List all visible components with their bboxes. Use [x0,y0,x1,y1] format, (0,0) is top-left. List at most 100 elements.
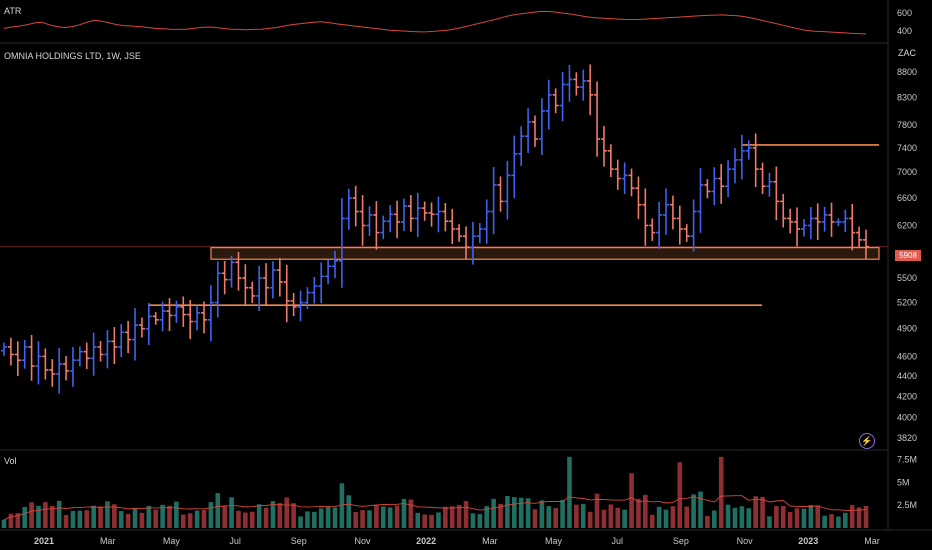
time-tick-label: Jul [229,536,241,546]
currency-label: ZAC [898,48,916,58]
ohlc-bar [28,334,35,381]
ohlc-bar [856,226,863,247]
volume-bar [746,508,752,528]
ohlc-bar [787,208,794,234]
price-tick-label: 7400 [897,143,917,153]
volume-bar [849,505,855,528]
volume-bar [470,513,476,528]
volume-bar [374,504,379,528]
ohlc-bar [456,224,463,242]
volume-bar [312,511,317,528]
ohlc-bar [228,255,235,288]
volume-bar [112,504,117,528]
ohlc-bar [828,202,835,237]
ohlc-bar [435,196,442,233]
ohlc-bar [800,218,807,237]
ohlc-bar [663,188,670,235]
volume-bar [767,516,772,528]
volume-bar [77,510,83,528]
volume-bar [449,506,455,528]
ohlc-bar [380,215,387,240]
ohlc-bar [221,260,228,295]
volume-bar [663,509,669,528]
ohlc-bar [476,223,483,244]
ohlc-bar [242,264,249,305]
volume-bar [298,516,303,528]
volume-bar [580,503,586,528]
volume-bar [574,504,579,528]
ohlc-bar [545,79,552,130]
volume-bar [656,506,662,528]
volume-bar [118,511,124,528]
price-tick-label: 4600 [897,351,917,361]
ohlc-bar [304,287,311,309]
atr-indicator-label[interactable]: ATR [4,6,22,16]
ohlc-bar [263,263,270,306]
volume-bar [229,497,234,528]
ohlc-bar [214,261,221,318]
volume-bar [339,483,345,528]
ohlc-bar [152,312,159,325]
volume-bar [429,514,434,528]
price-tick-label: 4000 [897,413,917,423]
ohlc-bar [325,259,332,285]
ohlc-bar [656,201,663,249]
lightning-icon[interactable]: ⚡ [859,433,875,449]
ohlc-bar [483,199,490,244]
volume-bar [505,495,510,528]
volume-bar [787,512,793,528]
ohlc-bar [676,205,683,245]
ohlc-bar [794,207,801,247]
ohlc-bar [159,301,166,332]
volume-bar [270,501,276,528]
volume-bar [780,505,786,528]
volume-bar [160,504,165,528]
volume-bar [63,515,69,528]
volume-bar [105,501,110,528]
ohlc-bar [504,160,511,220]
volume-indicator-label[interactable]: Vol [4,456,17,466]
ohlc-bar [704,179,711,199]
volume-bar [380,506,386,528]
volume-bar [636,498,641,528]
time-tick-label: May [163,536,181,546]
ohlc-bar [111,327,118,365]
volume-bar [629,473,634,528]
volume-bar [725,504,731,528]
ohlc-bar [669,195,676,230]
volume-bar [1,519,7,528]
volume-bar [615,507,621,528]
ohlc-bar [725,160,732,197]
ohlc-bar [683,224,690,242]
time-tick-label: 2022 [416,536,436,546]
volume-bar [22,507,27,528]
ohlc-bar [366,206,373,236]
ohlc-bar [387,205,394,233]
ohlc-bar [297,290,304,322]
ohlc-bar [587,64,594,116]
volume-bar [415,512,421,528]
time-tick-label: 2023 [798,536,818,546]
volume-bar [594,493,600,528]
ohlc-bar [7,337,14,366]
price-tick-label: 3820 [897,433,917,443]
ohlc-bar [821,206,828,232]
ohlc-bar [256,265,263,311]
volume-bar [222,505,227,528]
time-tick-label: 2021 [34,536,54,546]
volume-bar [125,513,131,528]
volume-bar [477,513,483,528]
volume-tick-label: 2.5M [897,500,917,510]
ohlc-bar [518,126,525,166]
volume-bar [360,510,365,528]
time-tick-label: Mar [100,536,116,546]
ohlc-bar [207,285,214,342]
volume-bar [760,496,765,528]
ohlc-bar [428,202,435,227]
price-tick-label: 8300 [897,93,917,103]
ohlc-bar [814,203,821,240]
time-tick-label: Sep [673,536,689,546]
ohlc-bar [359,195,366,246]
volume-bar [132,507,138,528]
